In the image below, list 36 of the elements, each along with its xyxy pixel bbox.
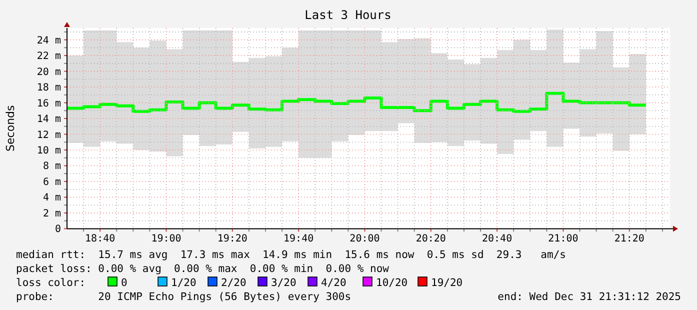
- y-tick-label: 16 m: [36, 98, 61, 110]
- text: median rtt: 15.7 ms avg 17.3 ms max 14.9 ms min 15.6 ms now 0.5 ms sd 29.3 am/s: [16, 249, 566, 261]
- text: 3/20: [271, 277, 296, 289]
- y-tick-label: 0: [54, 224, 61, 236]
- y-tick-label: 10 m: [36, 145, 61, 156]
- x-tick-label: 20:40: [482, 234, 512, 245]
- y-axis-title: Seconds: [4, 104, 17, 152]
- y-tick-label: 22 m: [36, 51, 61, 62]
- text: 1/20: [171, 277, 196, 289]
- chart-title: Last 3 Hours: [304, 8, 392, 22]
- x-tick-label: 20:20: [416, 234, 446, 245]
- y-tick-label: 14 m: [36, 114, 61, 126]
- x-tick-label: 19:00: [151, 234, 182, 245]
- y-tick-label: 24 m: [36, 35, 61, 46]
- y-tick-label: 20 m: [36, 66, 61, 78]
- text: probe: 20 ICMP Echo Pings (56 Bytes) every 300s: [16, 291, 352, 303]
- text: 10/20: [376, 277, 408, 289]
- x-tick-label: 21:20: [614, 234, 644, 245]
- y-tick-label: 18 m: [36, 82, 61, 94]
- y-tick-label: 12 m: [36, 130, 61, 141]
- y-tick-label: 4 m: [42, 192, 61, 204]
- text: 2/20: [221, 277, 246, 289]
- x-tick-label: 20:00: [350, 234, 380, 245]
- text: end: Wed Dec 31 21:31:12 2025: [498, 291, 681, 303]
- text: loss color:: [16, 277, 86, 289]
- text: packet loss: 0.00 % avg 0.00 % max 0.00 % min 0.00 % now: [16, 263, 390, 275]
- text: 19/20: [431, 277, 463, 289]
- x-tick-label: 18:40: [85, 234, 116, 245]
- y-tick-label: 8 m: [42, 161, 61, 172]
- text: 0: [121, 277, 128, 289]
- y-tick-label: 2 m: [42, 208, 61, 220]
- x-tick-label: 21:00: [548, 234, 578, 245]
- x-tick-label: 19:20: [217, 234, 248, 245]
- x-tick-label: 19:40: [284, 234, 314, 245]
- text: 4/20: [321, 277, 346, 289]
- y-tick-label: 6 m: [42, 176, 61, 188]
